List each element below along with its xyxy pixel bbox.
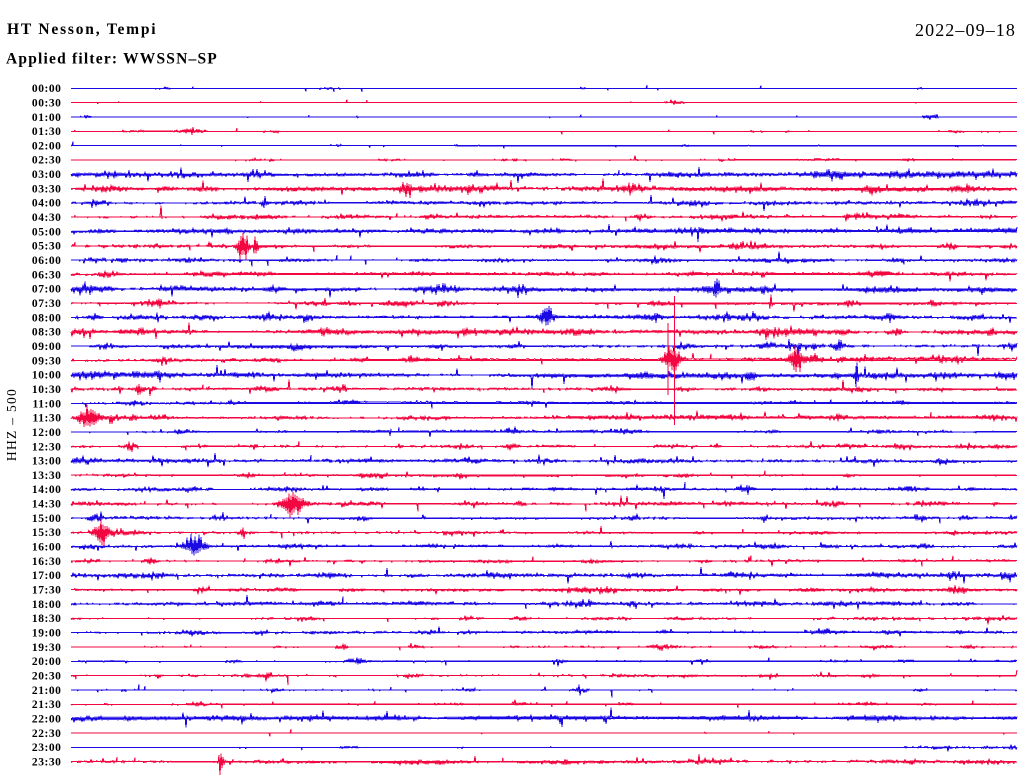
- svg-text:02:00: 02:00: [32, 140, 62, 152]
- svg-text:11:00: 11:00: [33, 398, 62, 410]
- svg-text:HHZ – 500: HHZ – 500: [4, 388, 19, 461]
- svg-text:07:30: 07:30: [32, 298, 62, 310]
- svg-text:2022–09–18: 2022–09–18: [915, 20, 1016, 40]
- svg-text:Applied filter: WWSSN–SP: Applied filter: WWSSN–SP: [6, 51, 218, 68]
- svg-text:21:00: 21:00: [32, 685, 62, 697]
- svg-text:15:30: 15:30: [32, 527, 62, 539]
- svg-text:01:30: 01:30: [32, 126, 62, 138]
- svg-text:11:30: 11:30: [33, 413, 62, 425]
- svg-text:20:30: 20:30: [32, 671, 62, 683]
- svg-text:18:30: 18:30: [32, 613, 62, 625]
- svg-text:04:00: 04:00: [32, 198, 62, 210]
- svg-text:21:30: 21:30: [32, 699, 62, 711]
- svg-text:14:00: 14:00: [32, 484, 62, 496]
- svg-text:22:00: 22:00: [32, 713, 62, 725]
- svg-text:17:30: 17:30: [32, 585, 62, 597]
- svg-text:20:00: 20:00: [32, 656, 62, 668]
- svg-text:06:00: 06:00: [32, 255, 62, 267]
- svg-text:05:30: 05:30: [32, 241, 62, 253]
- svg-text:14:30: 14:30: [32, 499, 62, 511]
- svg-text:08:30: 08:30: [32, 327, 62, 339]
- svg-text:13:00: 13:00: [32, 456, 62, 468]
- svg-text:00:00: 00:00: [32, 83, 62, 95]
- svg-text:04:30: 04:30: [32, 212, 62, 224]
- svg-text:09:00: 09:00: [32, 341, 62, 353]
- svg-text:HT Nesson, Tempi: HT Nesson, Tempi: [7, 21, 157, 38]
- svg-text:07:00: 07:00: [32, 284, 62, 296]
- svg-text:12:00: 12:00: [32, 427, 62, 439]
- svg-text:16:30: 16:30: [32, 556, 62, 568]
- svg-text:23:30: 23:30: [32, 756, 62, 768]
- svg-text:10:00: 10:00: [32, 370, 62, 382]
- svg-text:03:30: 03:30: [32, 183, 62, 195]
- svg-text:00:30: 00:30: [32, 97, 62, 109]
- svg-text:06:30: 06:30: [32, 269, 62, 281]
- svg-text:05:00: 05:00: [32, 226, 62, 238]
- svg-text:15:00: 15:00: [32, 513, 62, 525]
- svg-text:13:30: 13:30: [32, 470, 62, 482]
- svg-text:19:00: 19:00: [32, 628, 62, 640]
- svg-text:08:00: 08:00: [32, 312, 62, 324]
- svg-text:22:30: 22:30: [32, 728, 62, 740]
- svg-text:17:00: 17:00: [32, 570, 62, 582]
- svg-text:18:00: 18:00: [32, 599, 62, 611]
- svg-text:02:30: 02:30: [32, 155, 62, 167]
- svg-text:16:00: 16:00: [32, 542, 62, 554]
- svg-text:03:00: 03:00: [32, 169, 62, 181]
- svg-text:10:30: 10:30: [32, 384, 62, 396]
- svg-text:01:00: 01:00: [32, 112, 62, 124]
- svg-text:23:00: 23:00: [32, 742, 62, 754]
- svg-text:09:30: 09:30: [32, 355, 62, 367]
- svg-text:12:30: 12:30: [32, 441, 62, 453]
- svg-text:19:30: 19:30: [32, 642, 62, 654]
